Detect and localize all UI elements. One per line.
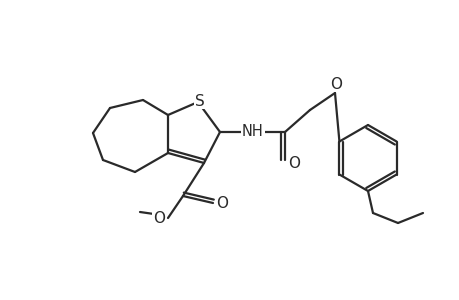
Text: O: O xyxy=(153,212,165,226)
Text: S: S xyxy=(195,94,204,109)
Text: O: O xyxy=(329,76,341,92)
Text: NH: NH xyxy=(241,124,263,140)
Text: O: O xyxy=(216,196,228,211)
Text: O: O xyxy=(287,155,299,170)
